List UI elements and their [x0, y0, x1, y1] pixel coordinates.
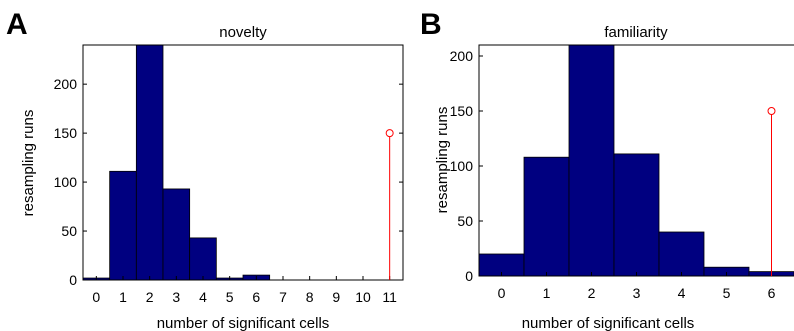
panel-b-bar-3 — [613, 153, 660, 277]
panel-b-xtick-label: 2 — [588, 285, 596, 301]
panel-a-bar-3 — [162, 188, 191, 281]
panel-b-ytick-label: 100 — [450, 158, 474, 174]
panel-a-ytick-label: 150 — [54, 125, 78, 141]
panel-a-xtick-label: 8 — [306, 289, 314, 305]
panel-b-ylabel: resampling runs — [434, 107, 451, 214]
panel-b-ytick-label: 50 — [457, 213, 473, 229]
panel-a-xtick-label: 9 — [332, 289, 340, 305]
panel-a-ylabel: resampling runs — [20, 110, 37, 217]
panel-b-bar-1 — [523, 156, 570, 277]
panel-b-bar-4 — [658, 231, 705, 277]
panel-a-xtick-label: 3 — [172, 289, 180, 305]
panel-a-xtick-label: 0 — [92, 289, 100, 305]
panel-a-title: novelty — [219, 24, 267, 41]
panel-b-ytick-label: 200 — [450, 48, 474, 64]
panel-a-xlabel: number of significant cells — [157, 315, 330, 331]
panel-a-xtick-label: 11 — [382, 289, 397, 305]
panel-a-xtick-label: 6 — [252, 289, 260, 305]
panel-b-xtick-label: 0 — [498, 285, 506, 301]
panel-a-xtick-label: 1 — [119, 289, 127, 305]
panel-a-letter: A — [6, 8, 28, 41]
panel-a-ytick-label: 50 — [61, 223, 77, 239]
panel-b-xtick-label: 5 — [723, 285, 731, 301]
panel-a-xtick-label: 5 — [226, 289, 234, 305]
panel-b-xtick-label: 6 — [768, 285, 776, 301]
panel-b-ytick-label: 0 — [465, 268, 473, 284]
panel-a-bar-2 — [135, 44, 164, 281]
panel-b-ytick-label: 150 — [450, 103, 474, 119]
panel-b-bar-2 — [568, 44, 615, 277]
panel-b-marker-point — [767, 107, 776, 115]
panel-a-ytick-label: 100 — [54, 174, 78, 190]
panel-a-xtick-label: 4 — [199, 289, 207, 305]
panel-a: A novelty number of significant cells re… — [6, 8, 404, 331]
panel-b-xtick-label: 3 — [633, 285, 641, 301]
panel-b-letter: B — [420, 8, 442, 41]
panel-a-xtick-label: 2 — [146, 289, 154, 305]
panel-b-title: familiarity — [604, 24, 668, 41]
panel-b-xtick-label: 4 — [678, 285, 686, 301]
panel-a-xtick-label: 7 — [279, 289, 287, 305]
panel-a-ytick-label: 0 — [69, 272, 77, 288]
panel-b-xtick-label: 1 — [543, 285, 551, 301]
panel-b-xlabel: number of significant cells — [522, 315, 695, 331]
panel-a-bar-1 — [109, 170, 137, 281]
panel-b: B familiarity number of significant cell… — [420, 8, 794, 331]
panel-a-xtick-label: 10 — [355, 289, 371, 305]
panel-a-ytick-label: 200 — [54, 76, 78, 92]
panel-a-bar-4 — [189, 237, 217, 281]
panel-a-marker-point — [385, 129, 394, 138]
